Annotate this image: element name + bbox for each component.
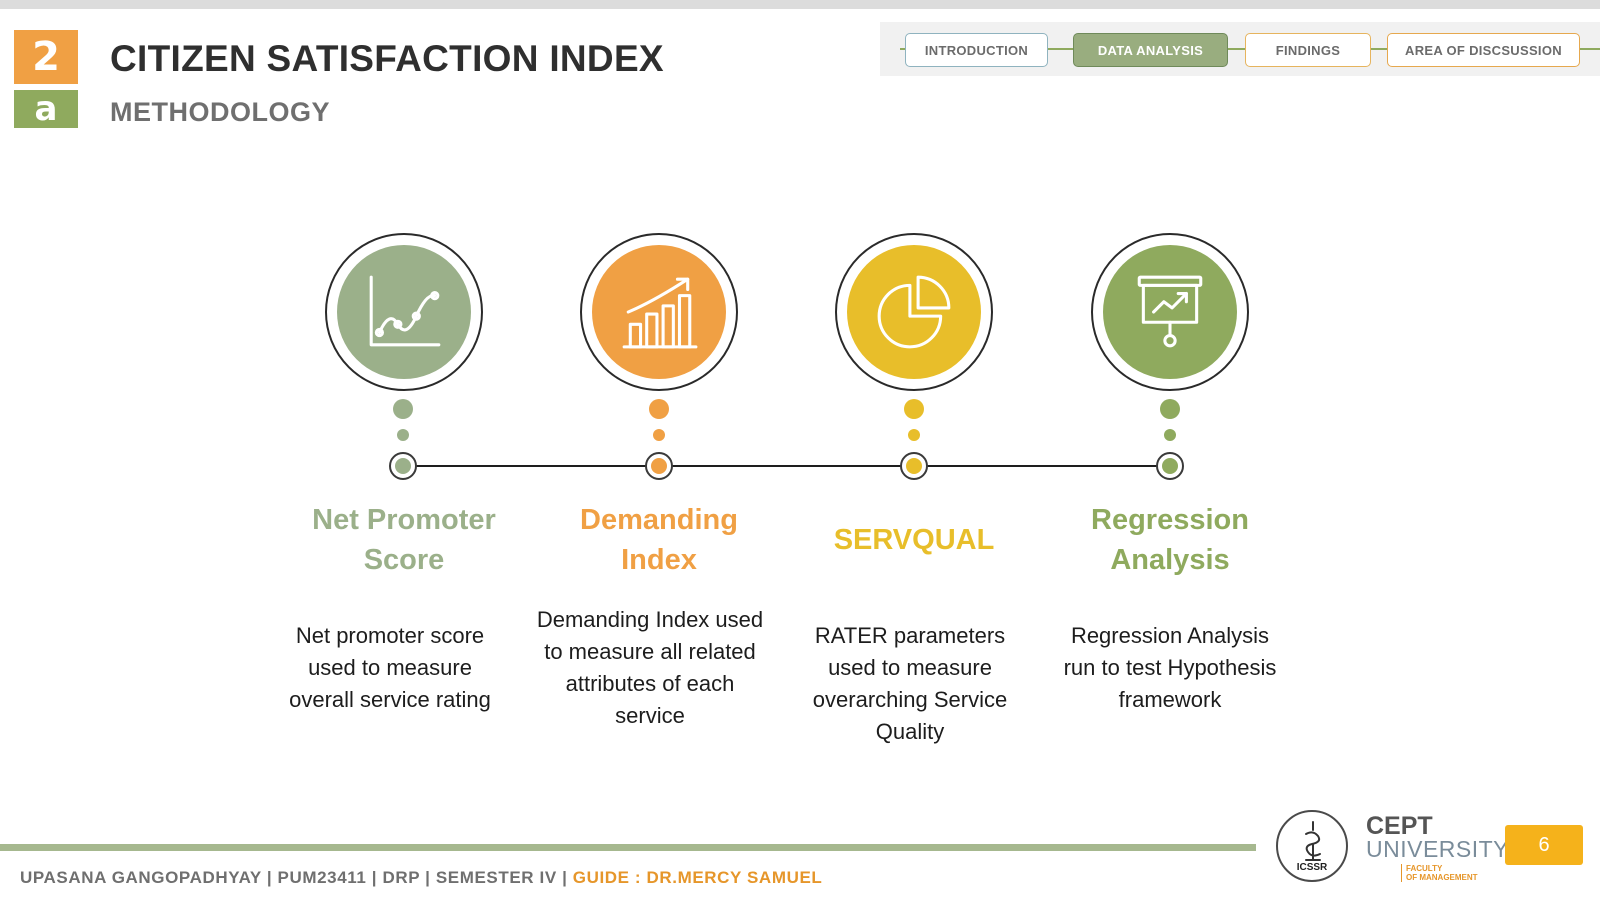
step-desc-servqual: RATER parameters used to measure overarc… (812, 623, 1008, 744)
step-node-servqual (835, 233, 993, 391)
section-nav: INTRODUCTION DATA ANALYSIS FINDINGS AREA… (880, 22, 1600, 76)
timeline-marker (389, 452, 417, 480)
footer-author: UPASANA GANGOPADHYAY | PUM23411 | DRP | … (20, 868, 573, 887)
nav-data-analysis[interactable]: DATA ANALYSIS (1073, 33, 1228, 67)
faculty-line1: FACULTY (1406, 864, 1443, 873)
step-title-net-promoter: Net Promoter Score (312, 504, 496, 576)
step-title-regression: Regression Analysis (1091, 504, 1249, 576)
timeline-line (404, 465, 1170, 467)
timeline-marker (900, 452, 928, 480)
connector-dot (393, 399, 413, 419)
step-title-servqual: SERVQUAL (833, 524, 995, 556)
step-desc-regression: Regression Analysis run to test Hypothes… (1063, 623, 1277, 712)
connector-dot (1160, 399, 1180, 419)
icssr-emblem-icon (1305, 821, 1321, 861)
icssr-label: ICSSR (1296, 862, 1328, 873)
page-subtitle: METHODOLOGY (110, 97, 330, 127)
timeline-marker (645, 452, 673, 480)
icssr-logo: ICSSR (1276, 810, 1348, 882)
step-node-demanding-index (580, 233, 738, 391)
page-number-badge: 6 (1505, 825, 1583, 865)
footer-guide: GUIDE : DR.MERCY SAMUEL (572, 868, 823, 887)
faculty-of-management-label: FACULTY OF MANAGEMENT (1401, 864, 1478, 882)
top-bar (0, 0, 1600, 9)
cept-logo-text: CEPT (1366, 812, 1433, 840)
nav-area-of-discussion[interactable]: AREA OF DISCSUSSION (1387, 33, 1580, 67)
step-title-demanding-index: Demanding Index (580, 504, 738, 576)
bar-chart-growth-icon (592, 245, 726, 379)
university-logo-text: UNIVERSITY (1366, 836, 1510, 862)
pie-chart-icon (847, 245, 981, 379)
step-node-net-promoter (325, 233, 483, 391)
connector-dot (649, 399, 669, 419)
connector-dot (908, 429, 920, 441)
connector-dot (397, 429, 409, 441)
section-number-badge: 2 (14, 30, 78, 84)
section-letter-badge: a (14, 90, 78, 128)
connector-dot (904, 399, 924, 419)
faculty-line2: OF MANAGEMENT (1406, 873, 1478, 882)
nav-introduction[interactable]: INTRODUCTION (905, 33, 1048, 67)
presentation-board-icon (1103, 245, 1237, 379)
connector-dot (653, 429, 665, 441)
footer-author-info: UPASANA GANGOPADHYAY | PUM23411 | DRP | … (20, 868, 822, 888)
nav-findings[interactable]: FINDINGS (1245, 33, 1371, 67)
step-node-regression (1091, 233, 1249, 391)
connector-dot (1164, 429, 1176, 441)
page-title: CITIZEN SATISFACTION INDEX (110, 38, 664, 79)
timeline-marker (1156, 452, 1184, 480)
footer-divider (0, 844, 1256, 851)
step-desc-demanding-index: Demanding Index used to measure all rela… (536, 607, 764, 728)
step-desc-net-promoter: Net promoter score used to measure overa… (289, 623, 491, 712)
line-chart-icon (337, 245, 471, 379)
